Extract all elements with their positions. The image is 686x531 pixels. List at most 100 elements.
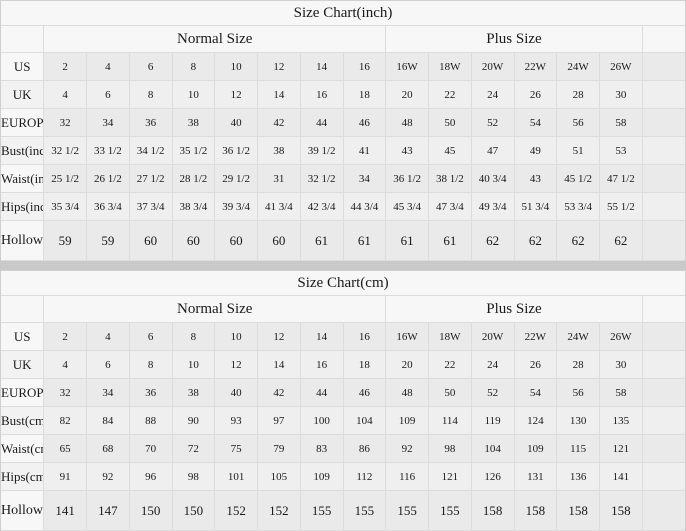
table-cell: 136	[556, 462, 600, 491]
table-cell: 41 3/4	[257, 192, 301, 221]
table-row: US 2 4 6 8 10 12 14 16 16W 18W 20W 22W 24W 26W	[1, 322, 685, 351]
table-cell: 155	[428, 490, 472, 531]
table-cell: 32 1/2	[299, 164, 344, 193]
table-cell: 44	[299, 108, 344, 137]
group-header-row: Normal Size Plus Size	[1, 295, 685, 323]
table-cell: 50	[428, 378, 472, 407]
table-cell: 24	[470, 80, 515, 109]
table-cell: 14	[299, 52, 344, 81]
table-cell: 33 1/2	[86, 136, 130, 165]
table-cell: 70	[128, 434, 173, 463]
table-cell: 141	[599, 462, 643, 491]
table-cell: 22W	[513, 322, 558, 351]
table-cell: 147	[86, 490, 130, 531]
table-cell: 28 1/2	[171, 164, 216, 193]
table-cell: 36 1/2	[214, 136, 258, 165]
row-label: Bust(cm)	[1, 406, 45, 435]
row-label: Bust(inch)	[1, 136, 45, 165]
table-cell: 60	[128, 220, 173, 261]
group-header-pad	[641, 25, 685, 53]
row-pad-cell	[641, 52, 685, 81]
table-cell: 22W	[513, 52, 558, 81]
row-label: Hollow to Floor(cm)	[1, 490, 45, 531]
row-pad-cell	[641, 406, 685, 435]
row-pad-cell	[641, 80, 685, 109]
row-label: EUROPE	[1, 378, 45, 407]
table-cell: 121	[599, 434, 643, 463]
table-row: Bust(inch)32 1/233 1/234 1/235 1/236 1/2…	[1, 136, 685, 165]
table-cell: 8	[128, 350, 173, 379]
table-row: Bust(cm)82848890939710010410911411912413…	[1, 406, 685, 435]
table-cell: 26 1/2	[86, 164, 130, 193]
chart-title-row: Size Chart(inch)	[1, 1, 685, 26]
table-cell: 40 3/4	[470, 164, 515, 193]
table-cell: 60	[257, 220, 301, 261]
table-cell: 155	[385, 490, 429, 531]
table-cell: 62	[513, 220, 558, 261]
table-row: Waist(inch)25 1/226 1/227 1/228 1/229 1/…	[1, 164, 685, 193]
table-cell: 12	[214, 80, 258, 109]
table-cell: 6	[86, 350, 130, 379]
table-cell: 34 1/2	[128, 136, 173, 165]
table-cell: 36	[128, 378, 173, 407]
row-label: Hips(cm)	[1, 462, 45, 491]
table-cell: 40	[214, 108, 258, 137]
table-cell: 37 3/4	[128, 192, 173, 221]
table-cell: 41	[342, 136, 387, 165]
table-cell: 38	[171, 378, 216, 407]
table-cell: 16	[299, 80, 344, 109]
row-label: Hollow to Floor(inch)	[1, 220, 45, 261]
table-cell: 68	[86, 434, 130, 463]
table-cell: 45 3/4	[385, 192, 429, 221]
table-cell: 61	[299, 220, 344, 261]
table-cell: 48	[385, 378, 429, 407]
chart-title-row: Size Chart(cm)	[1, 271, 685, 296]
table-cell: 116	[385, 462, 429, 491]
table-cell: 40	[214, 378, 258, 407]
table-cell: 88	[128, 406, 173, 435]
table-cell: 16	[299, 350, 344, 379]
table-cell: 84	[86, 406, 130, 435]
table-row: Hips(inch)35 3/436 3/437 3/438 3/439 3/4…	[1, 192, 685, 221]
table-cell: 6	[86, 80, 130, 109]
table-cell: 58	[599, 108, 643, 137]
row-pad-cell	[641, 322, 685, 351]
table-row: Hollow to Floor(cm)141147150150152152155…	[1, 490, 685, 531]
table-cell: 98	[171, 462, 216, 491]
table-cell: 20	[385, 80, 429, 109]
table-cell: 38 3/4	[171, 192, 216, 221]
table-cell: 86	[342, 434, 387, 463]
table-cell: 36 1/2	[385, 164, 429, 193]
table-cell: 101	[214, 462, 258, 491]
row-pad-cell	[641, 490, 685, 531]
table-cell: 119	[470, 406, 515, 435]
table-cell: 109	[299, 462, 344, 491]
table-cell: 126	[470, 462, 515, 491]
table-cell: 38	[257, 136, 301, 165]
row-label: Hips(inch)	[1, 192, 45, 221]
table-cell: 96	[128, 462, 173, 491]
table-cell: 53 3/4	[556, 192, 600, 221]
table-cell: 47	[470, 136, 515, 165]
table-row: Waist(cm)6568707275798386929810410911512…	[1, 434, 685, 463]
table-cell: 45	[428, 136, 472, 165]
table-cell: 24	[470, 350, 515, 379]
row-label: UK	[1, 80, 45, 109]
table-cell: 150	[128, 490, 173, 531]
table-cell: 16	[342, 322, 387, 351]
table-cell: 112	[342, 462, 387, 491]
table-cell: 152	[214, 490, 258, 531]
table-cell: 32 1/2	[43, 136, 87, 165]
table-cell: 47 1/2	[599, 164, 643, 193]
table-cell: 4	[43, 350, 87, 379]
table-cell: 30	[599, 80, 643, 109]
row-pad-cell	[641, 350, 685, 379]
table-cell: 130	[556, 406, 600, 435]
size-chart-cm-body: Size Chart(cm) Normal Size Plus Size US 2 4 6 8…	[1, 271, 685, 531]
table-cell: 51	[556, 136, 600, 165]
table-row: Hollow to Floor(inch)5959606060606161616…	[1, 220, 685, 261]
row-pad-cell	[641, 164, 685, 193]
chart-title: Size Chart(inch)	[1, 1, 685, 26]
table-cell: 56	[556, 378, 600, 407]
table-cell: 36	[128, 108, 173, 137]
